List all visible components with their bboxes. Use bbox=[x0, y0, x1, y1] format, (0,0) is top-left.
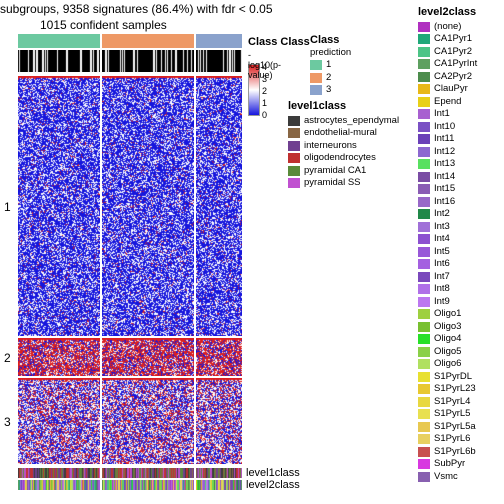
class-legend-overlap: Class Class bbox=[248, 36, 310, 48]
group-color-bar bbox=[18, 34, 242, 48]
level2-track-label: level2class bbox=[246, 479, 300, 491]
level2-track bbox=[18, 480, 242, 490]
level1-track-label: level1class bbox=[246, 467, 300, 479]
row-label-1: 1 bbox=[4, 200, 11, 214]
class-legend: Classprediction123 bbox=[310, 34, 351, 97]
title-line-1: subgroups, 9358 signatures (86.4%) with … bbox=[0, 2, 273, 16]
gradient-ticks: 43210 bbox=[262, 61, 267, 121]
heatmap bbox=[18, 76, 242, 464]
level1-track bbox=[18, 468, 242, 478]
gradient-legend: -log10(p-value) 43210 bbox=[248, 64, 260, 116]
level1-legend: level1classastrocytes_ependymalendotheli… bbox=[288, 100, 399, 190]
level2-legend: level2class(none)CA1Pyr1CA1Pyr2CA1PyrInt… bbox=[418, 6, 477, 483]
row-label-2: 2 bbox=[4, 351, 11, 365]
sample-barcode-track bbox=[18, 50, 242, 72]
row-label-3: 3 bbox=[4, 415, 11, 429]
title-line-2: 1015 confident samples bbox=[40, 18, 167, 32]
